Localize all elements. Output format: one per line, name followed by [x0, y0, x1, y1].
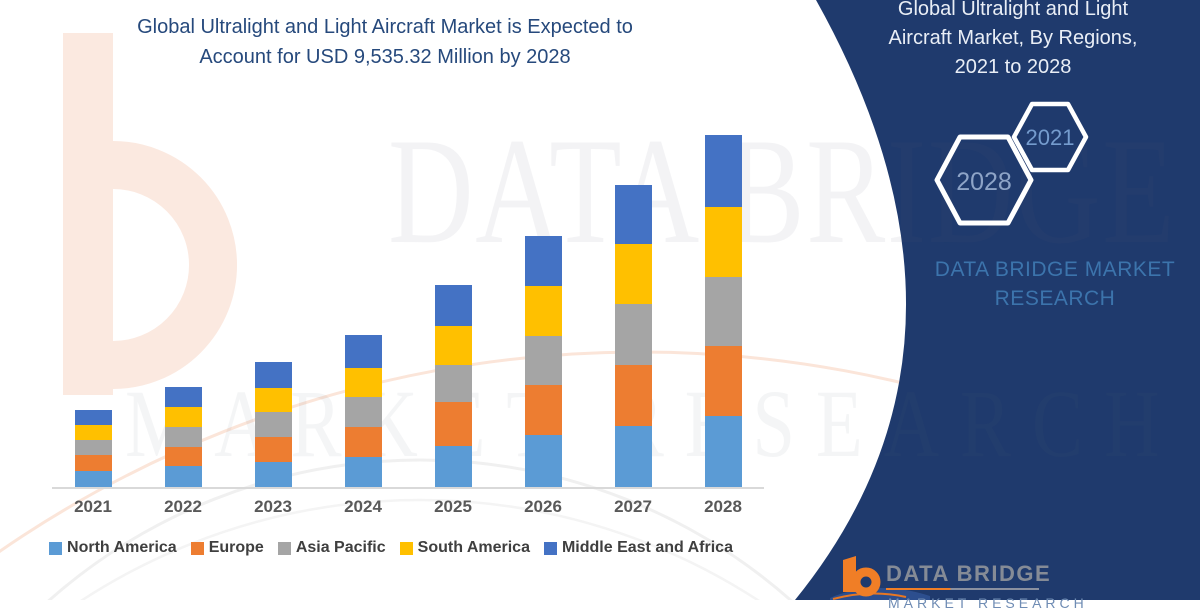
bar-segment-2026-south-america — [524, 286, 562, 337]
logo-title: DATA BRIDGE — [886, 561, 1052, 586]
x-axis-label-2027: 2027 — [614, 497, 652, 516]
legend-label-middle-east-africa: Middle East and Africa — [561, 539, 733, 556]
logo-subtitle: MARKET RESEARCH — [888, 595, 1088, 611]
x-axis-line — [52, 487, 764, 489]
legend-item-europe: Europe — [190, 539, 264, 557]
legend-label-europe: Europe — [208, 539, 264, 556]
legend-marker-middle-east-africa — [543, 541, 557, 555]
sidebar-title-line2: Aircraft Market, By Regions, — [888, 27, 1138, 49]
brand-text-line2: RESEARCH — [994, 287, 1116, 310]
bar-segment-2021-north-america — [74, 471, 112, 487]
legend-label-north-america: North America — [67, 539, 177, 556]
sidebar-title-line3: 2021 to 2028 — [954, 56, 1072, 78]
watermark-b-stem — [63, 33, 113, 395]
chart-title: Global Ultralight and Light Aircraft Mar… — [85, 12, 685, 72]
bar-segment-2025-south-america — [434, 325, 472, 366]
x-axis-label-2023: 2023 — [254, 497, 292, 516]
bar-segment-2021-asia-pacific — [74, 439, 112, 456]
legend-marker-europe — [190, 541, 204, 555]
legend-marker-south-america — [399, 541, 413, 555]
logo-b-stem-icon — [843, 556, 856, 592]
brand-text: DATA BRIDGE MARKET RESEARCH — [880, 255, 1200, 313]
x-axis-label-2026: 2026 — [524, 497, 562, 516]
bar-segment-2028-asia-pacific — [704, 276, 742, 347]
watermark-text-data-bridge: DATA BRIDGE — [388, 107, 1177, 275]
logo-b-bowl-icon — [851, 567, 881, 597]
bar-segment-2024-middle-east-and-africa — [344, 335, 382, 369]
legend-marker-asia-pacific — [277, 541, 291, 555]
stacked-bar-2021 — [74, 410, 112, 487]
watermark-text-market-research: MARKET RESEARCH — [125, 370, 1181, 477]
chart-title-line1: Global Ultralight and Light Aircraft Mar… — [137, 16, 633, 38]
logo-underline — [886, 588, 1039, 590]
bar-segment-2021-middle-east-and-africa — [74, 410, 112, 426]
legend-item-middle-east-africa: Middle East and Africa — [543, 539, 733, 557]
bar-segment-2021-europe — [74, 455, 112, 472]
legend-item-asia-pacific: Asia Pacific — [277, 539, 386, 557]
sidebar-title: Global Ultralight and Light Aircraft Mar… — [838, 0, 1188, 82]
legend-item-south-america: South America — [399, 539, 530, 557]
x-axis-label-2022: 2022 — [164, 497, 202, 516]
legend-marker-north-america — [49, 541, 63, 555]
bar-segment-2025-middle-east-and-africa — [434, 285, 472, 326]
swoosh-arc-icon — [47, 458, 793, 600]
chart-legend: North America Europe Asia Pacific South … — [0, 539, 782, 557]
legend-item-north-america: North America — [49, 539, 177, 557]
bar-segment-2021-south-america — [74, 425, 112, 440]
bar-segment-2027-asia-pacific — [614, 304, 652, 366]
brand-text-line1: DATA BRIDGE MARKET — [934, 258, 1176, 281]
x-axis-label-2028: 2028 — [704, 497, 742, 516]
legend-label-south-america: South America — [417, 539, 530, 556]
x-axis-label-2024: 2024 — [344, 497, 382, 516]
x-axis-label-2025: 2025 — [434, 497, 472, 516]
x-axis-label-2021: 2021 — [74, 497, 112, 516]
watermark-b-bowl — [112, 141, 237, 389]
legend-label-asia-pacific: Asia Pacific — [295, 539, 386, 556]
sidebar-title-line1: Global Ultralight and Light — [897, 0, 1129, 20]
chart-title-line2: Account for USD 9,535.32 Million by 2028 — [199, 46, 571, 68]
